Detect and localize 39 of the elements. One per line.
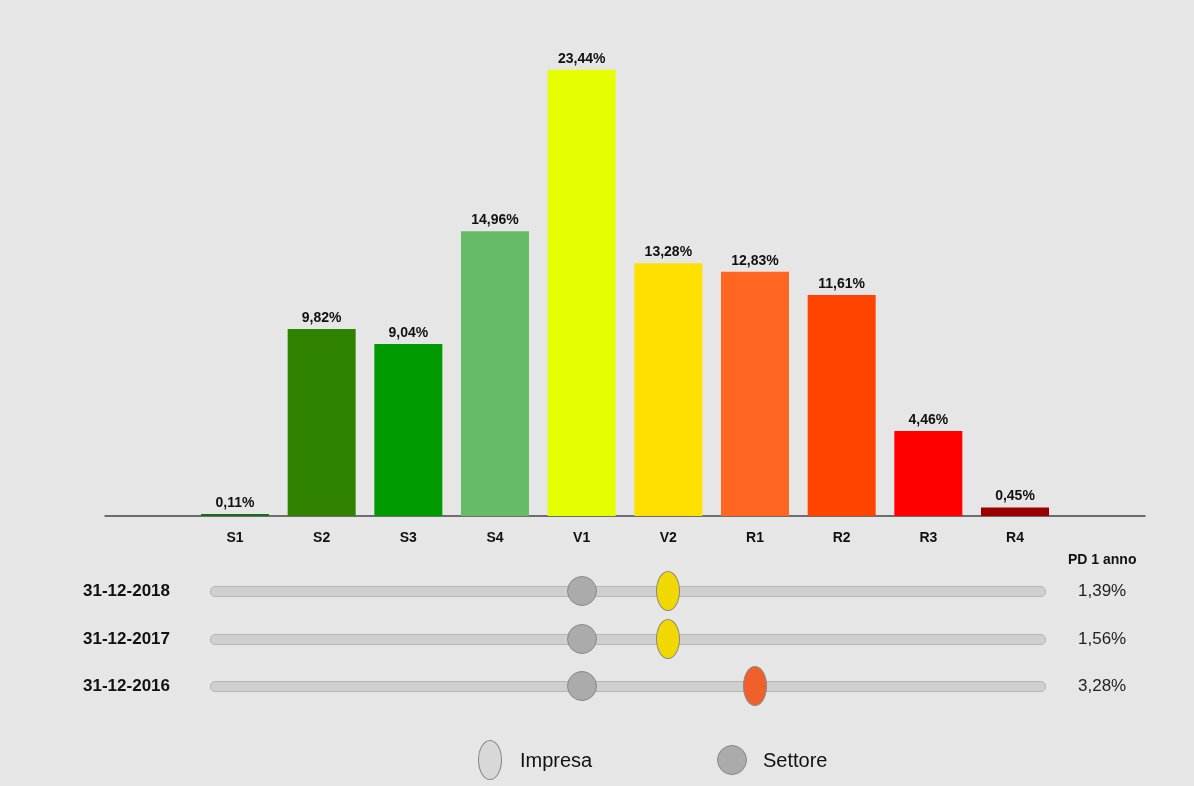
- x-tick-label: V2: [659, 529, 678, 545]
- text: PD 1 anno: [1068, 550, 1137, 568]
- x-tick-label: R3: [919, 529, 938, 545]
- category-label: 3,28%: [1078, 676, 1127, 695]
- category-label: 31-12-2018: [83, 581, 170, 600]
- data-label: 0,11%: [215, 493, 256, 510]
- x-tick-label: R1: [746, 529, 765, 545]
- bar: [981, 507, 1049, 516]
- bar: [721, 271, 789, 516]
- x-tick-label: S4: [486, 529, 504, 545]
- x-tick-label: S3: [399, 529, 418, 545]
- data-label: 23,44%: [557, 49, 606, 66]
- category-label: 1,39%: [1078, 581, 1127, 600]
- data-label: 4,46%: [908, 411, 949, 428]
- data-label: 14,96%: [471, 211, 520, 228]
- x-tick-label: R4: [1006, 529, 1025, 545]
- x-tick-label: R2: [832, 529, 851, 545]
- bar: [634, 263, 703, 516]
- data-label: 12,83%: [731, 251, 780, 268]
- bar: [201, 513, 269, 516]
- x-tick-label: S2: [313, 529, 331, 545]
- x-tick-label: V1: [573, 529, 591, 545]
- x-tick-label: S1: [226, 529, 244, 545]
- bar: [547, 69, 616, 516]
- legend-label: Settore: [763, 748, 828, 773]
- data-label: 9,04%: [388, 323, 429, 340]
- category-label: 1,56%: [1078, 628, 1127, 648]
- bar: [807, 294, 876, 516]
- data-label: 13,28%: [644, 243, 693, 260]
- bar: [894, 431, 963, 516]
- category-label: 31-12-2017: [83, 628, 170, 648]
- bar: [287, 329, 356, 516]
- bar: [374, 343, 443, 516]
- data-label: 11,61%: [818, 274, 866, 291]
- data-label: 0,45%: [995, 487, 1036, 504]
- bar: [461, 231, 529, 516]
- data-label: 9,82%: [301, 309, 343, 326]
- legend-label: Impresa: [520, 748, 593, 773]
- category-label: 31-12-2016: [83, 676, 170, 695]
